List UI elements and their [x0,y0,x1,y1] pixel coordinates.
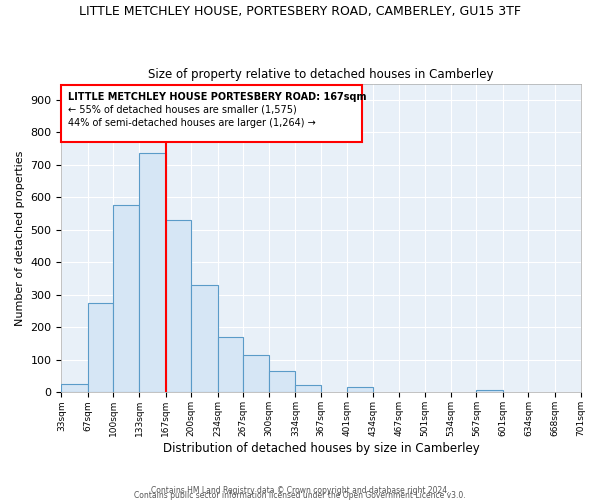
Y-axis label: Number of detached properties: Number of detached properties [15,150,25,326]
Bar [191,285,218,393]
Bar [295,386,321,392]
Bar [243,355,269,393]
Text: LITTLE METCHLEY HOUSE, PORTESBERY ROAD, CAMBERLEY, GU15 3TF: LITTLE METCHLEY HOUSE, PORTESBERY ROAD, … [79,5,521,18]
FancyBboxPatch shape [61,85,362,142]
Text: Contains public sector information licensed under the Open Government Licence v3: Contains public sector information licen… [134,491,466,500]
Bar [347,387,373,392]
Bar [476,390,503,392]
Bar [269,372,295,392]
Text: LITTLE METCHLEY HOUSE PORTESBERY ROAD: 167sqm: LITTLE METCHLEY HOUSE PORTESBERY ROAD: 1… [68,92,366,102]
Title: Size of property relative to detached houses in Camberley: Size of property relative to detached ho… [148,68,494,81]
Bar [139,154,166,392]
Text: ← 55% of detached houses are smaller (1,575): ← 55% of detached houses are smaller (1,… [68,104,296,115]
Bar [88,303,113,392]
Text: Contains HM Land Registry data © Crown copyright and database right 2024.: Contains HM Land Registry data © Crown c… [151,486,449,495]
Bar [218,336,243,392]
Bar [166,220,191,392]
Bar [113,206,139,392]
Bar [61,384,88,392]
Text: 44% of semi-detached houses are larger (1,264) →: 44% of semi-detached houses are larger (… [68,118,316,128]
X-axis label: Distribution of detached houses by size in Camberley: Distribution of detached houses by size … [163,442,479,455]
